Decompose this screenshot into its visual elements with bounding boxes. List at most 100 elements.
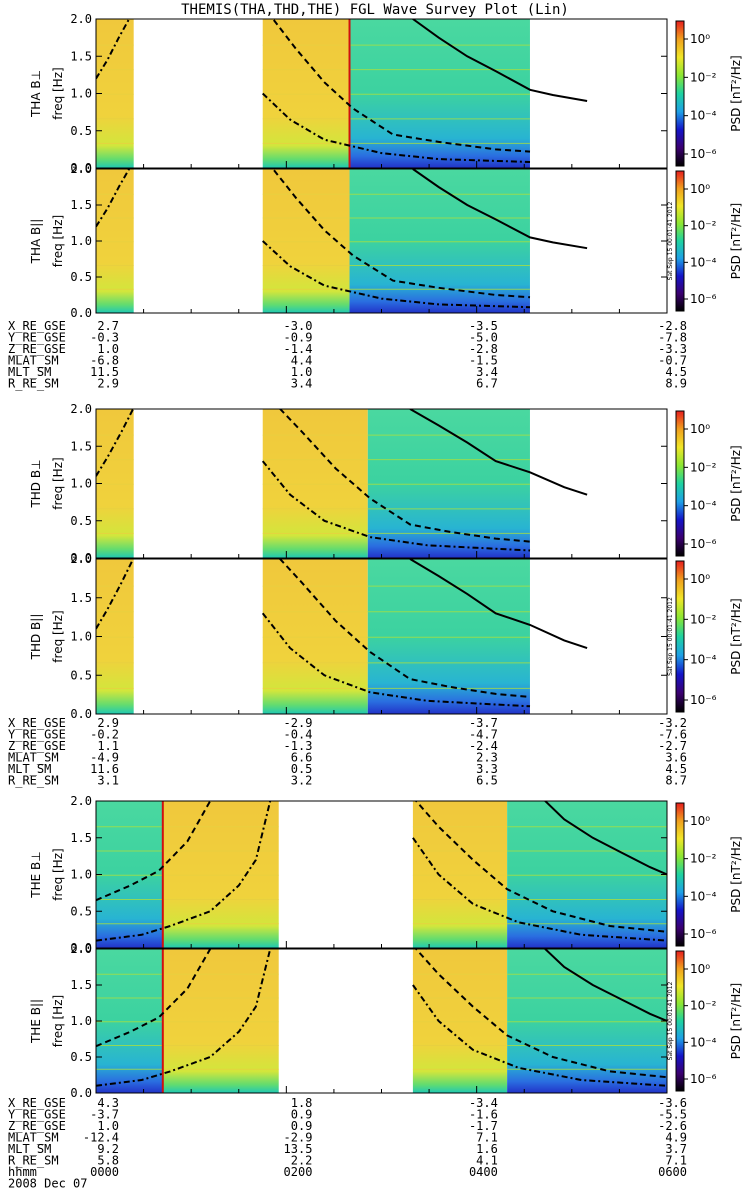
colorbar [675,170,685,312]
y-tick-label: 1.0 [70,87,92,101]
ephemeris-label: hhmm [8,1165,37,1179]
ephemeris-value: -3.6 [658,1096,687,1110]
ephemeris-label: X_RE_GSE [8,716,66,730]
panel-unit-label: freq [Hz] [51,215,65,267]
frequency-curve-rising_dashdot [96,19,130,80]
spectrogram-panel: 0.0 0.5 1.0 1.5 2.0 THA B⊥ freq [Hz] 10⁰ 10⁻² 10⁻… [29,12,743,175]
ephemeris-value: 0.5 [291,762,313,776]
y-tick-label: 1.0 [70,477,92,491]
frequency-curve-solid [409,409,588,496]
y-tick-label: 1.5 [70,591,92,605]
panel-ylabel: THE B⊥ [29,851,43,898]
colorbar-label: PSD [nT²/Hz] [729,445,743,521]
data-segment [349,19,530,168]
ephemeris-value: 0.9 [291,1108,313,1122]
ephemeris-label: X_RE_GSE [8,1096,66,1110]
spectrogram-panel: 0.0 0.5 1.0 1.5 2.0 THA B|| freq [Hz] 10⁰ 10⁻² 10… [29,162,743,320]
panel-ylabel: THE B|| [29,999,43,1044]
y-tick-label: 2.0 [70,402,92,416]
ephemeris-value: 1.0 [97,1119,119,1133]
y-tick-label: 1.0 [70,234,92,248]
ephemeris-value: -3.0 [284,319,313,333]
spectrogram-panel: 0.0 0.5 1.0 1.5 2.0 THE B|| freq [Hz] 10⁰ 10⁻² 10… [29,942,743,1100]
colorbar-tick-label: 10⁻⁴ [690,255,717,269]
ephemeris-value: -7.6 [658,728,687,742]
frequency-curve-dashed [96,801,212,902]
ephemeris-value: 1.8 [291,1096,313,1110]
ephemeris-value: 4.1 [476,1154,498,1168]
ephemeris-value: -2.8 [658,319,687,333]
ephemeris-value: -2.9 [284,1131,313,1145]
colorbar [675,20,685,167]
colorbar-tick-label: 10⁻⁴ [690,499,717,513]
colorbar-tick-label: 10⁻² [690,70,717,84]
ephemeris-label: Y_RE_GSE [8,728,66,742]
spectrogram-panel: 0.0 0.5 1.0 1.5 2.0 THD B⊥ freq [Hz] 10⁰ 10⁻² 10⁻… [29,402,743,565]
ephemeris-value: 13.5 [284,1142,313,1156]
ephemeris-value: 9.2 [97,1142,119,1156]
y-tick-label: 0.0 [70,1086,92,1100]
frequency-curve-rising_dashdot [96,409,134,477]
ephemeris-value: -2.4 [469,739,498,753]
colorbar-tick-label: 10⁻² [690,852,717,866]
colorbar-tick-label: 10⁻² [690,219,717,233]
colorbar [675,560,685,713]
ephemeris-value: -3.7 [469,716,498,730]
ephemeris-value: -2.6 [658,1119,687,1133]
frequency-curve-dashdot [262,240,531,309]
colorbar-tick-label: 10⁻⁶ [690,693,717,707]
ephemeris-value: 3.4 [291,377,313,391]
ephemeris-value: 6.5 [476,774,498,788]
panel-ylabel: THA B|| [29,219,43,265]
frequency-curve-dashed [278,559,531,698]
ephemeris-label: MLAT_SM [8,751,59,765]
y-tick-label: 1.5 [70,978,92,992]
y-tick-label: 0.5 [70,904,92,918]
frequency-curve-dashdot [96,949,272,1087]
y-tick-label: 0.0 [70,941,92,955]
y-tick-label: 2.0 [70,162,92,176]
ephemeris-value: 4.4 [291,354,313,368]
frequency-curve-solid [412,19,588,102]
colorbar-tick-label: 10⁻² [690,612,717,626]
timestamp-stamp: Sat Sep 15 00:01:41 2012 [667,202,674,281]
frequency-curve-rising_dashdot [96,559,134,630]
colorbar-tick-label: 10⁻⁴ [690,889,717,903]
ephemeris-value: 2.9 [97,716,119,730]
ephemeris-value: 7.1 [476,1131,498,1145]
y-tick-label: 0.5 [70,514,92,528]
date-label: 2008 Dec 07 [8,1177,87,1191]
y-tick-label: 2.0 [70,12,92,26]
spectrogram-panel: 0.0 0.5 1.0 1.5 2.0 THD B|| freq [Hz] 10⁰ 10⁻² 10… [29,552,743,721]
y-tick-label: 2.0 [70,794,92,808]
colorbar-tick-label: 10⁻⁴ [690,1035,717,1049]
ephemeris-value: -12.4 [83,1131,119,1145]
panel-ylabel: THD B⊥ [29,459,43,508]
ephemeris-value: -0.9 [284,331,313,345]
data-segment [262,559,368,714]
frequency-curve-dashdot [261,612,531,708]
frequency-curve-dashdot [262,92,531,163]
ephemeris-value: 1.0 [291,365,313,379]
ephemeris-value: 11.6 [90,762,119,776]
ephemeris-value: -4.7 [469,728,498,742]
ephemeris-label: Y_RE_GSE [8,1108,66,1122]
colorbar [675,802,685,947]
y-tick-label: 0.5 [70,668,92,682]
ephemeris-value: 7.1 [665,1154,687,1168]
y-tick-label: 0.0 [70,551,92,565]
ephemeris-value: 8.7 [665,774,687,788]
ephemeris-value: 4.5 [665,762,687,776]
ephemeris-value: 1.6 [476,1142,498,1156]
ephemeris-value: -1.7 [469,1119,498,1133]
colorbar-label: PSD [nT²/Hz] [729,203,743,279]
ephemeris-value: -3.2 [658,716,687,730]
ephemeris-value: -3.7 [90,1108,119,1122]
ephemeris-value: 0600 [658,1165,687,1179]
ephemeris-label: MLT_SM [8,1142,51,1156]
data-segment [412,949,508,1093]
y-tick-label: 0.5 [70,124,92,138]
ephemeris-value: -0.7 [658,354,687,368]
ephemeris-value: 1.0 [97,342,119,356]
